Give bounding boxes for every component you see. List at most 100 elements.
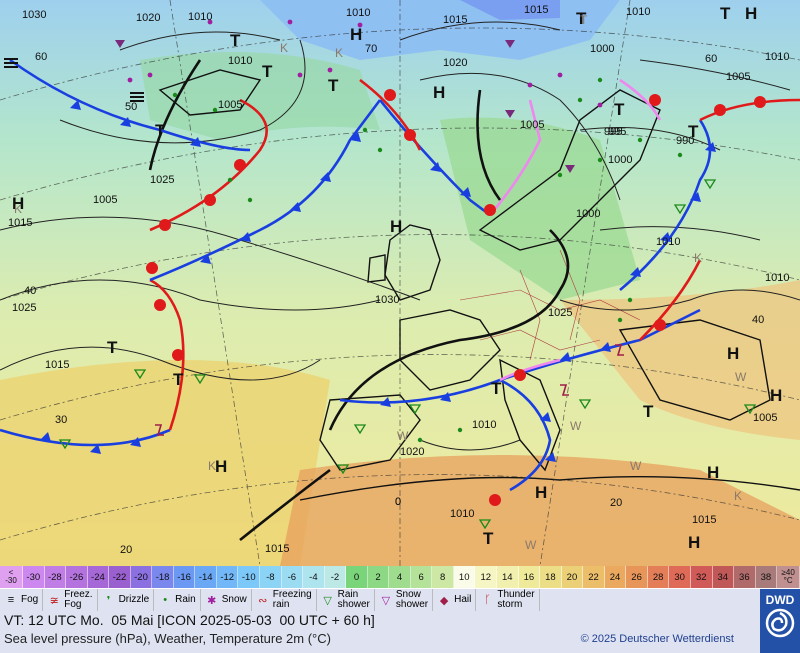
scale-cell: 4 (389, 566, 411, 588)
latitude-label: 50 (125, 101, 137, 113)
pressure-center-h: H (350, 25, 362, 44)
scale-cell: 32 (690, 566, 713, 588)
scale-cell: -22 (109, 566, 131, 588)
pressure-label: 1000 (590, 43, 614, 55)
rain-icon: • (163, 594, 168, 606)
pressure-center-t: T (688, 122, 699, 141)
scale-cell: 18 (540, 566, 562, 588)
legend-label: Drizzle (118, 594, 150, 605)
pressure-center-t: T (230, 31, 241, 50)
minor-marker: K (694, 251, 702, 265)
legend-label: Rain shower (337, 589, 370, 610)
temperature-color-scale: < -30 -30 -28 -26 -24 -22 -20 -18 -16 -14 -12 -10-… (0, 566, 800, 588)
legend-item: • Rain (154, 589, 201, 611)
latitude-label: 0 (395, 496, 401, 508)
latitude-label: 20 (120, 544, 132, 556)
legend-label: Fog (21, 594, 39, 605)
thunderstorm-icon: ᚴ (484, 594, 491, 606)
legend-item: ❜ Drizzle (98, 589, 155, 611)
pressure-label: 1030 (22, 9, 46, 21)
weather-legend: ≡ Fog ≆ Freez. Fog ❜ Drizzle • Rain ✱ Snow ∾ Freezi… (0, 589, 760, 611)
pressure-center-t: T (643, 402, 654, 421)
pressure-center-h: H (390, 217, 402, 236)
legend-label: Rain (175, 594, 196, 605)
bold-isobars (148, 59, 570, 542)
minor-marker: W (735, 370, 747, 384)
minor-marker: W (397, 429, 409, 443)
graticule (0, 0, 800, 566)
logo-text: DWD (765, 593, 795, 607)
pressure-label: 1020 (136, 12, 160, 24)
pressure-label: 1010 (346, 7, 370, 19)
scale-cell: -16 (173, 566, 196, 588)
legend-label: Freezing rain (272, 589, 312, 610)
scale-cell: 16 (518, 566, 541, 588)
latitude-label: 60 (705, 53, 717, 65)
pressure-label: 1025 (12, 302, 36, 314)
warm-region-southwest (0, 360, 330, 566)
scale-low-end: < -30 (0, 566, 23, 588)
pressure-center-t: T (720, 4, 731, 23)
hail-icon: ◆ (439, 594, 449, 607)
snow-symbols (127, 19, 603, 108)
scale-cell: -28 (44, 566, 67, 588)
legend-label: Thunder storm (497, 589, 535, 610)
pressure-label: 990 (676, 135, 694, 147)
pressure-label: 1010 (765, 51, 789, 63)
minor-markers: K K K K K W W K W W W T (14, 13, 747, 552)
scale-cell: 8 (432, 566, 454, 588)
scale-cell: 0 (346, 566, 368, 588)
rain-shower-icon: ▽ (323, 594, 332, 607)
pressure-label: 1015 (8, 217, 32, 229)
cold-front-triangles (40, 100, 716, 462)
minor-marker: K (280, 41, 288, 55)
scale-cell: 26 (626, 566, 648, 588)
latitude-label: 20 (610, 497, 622, 509)
fog-icon: ≡ (7, 594, 15, 606)
legend-item: ≡ Fog (0, 589, 44, 611)
minor-marker: K (734, 489, 742, 503)
info-panel: VT: 12 UTC Mo. 05 Mai [ICON 2025-05-03 0… (0, 611, 760, 653)
scale-cell: -8 (260, 566, 282, 588)
scale-cell: -6 (281, 566, 304, 588)
pressure-label: 1000 (576, 208, 600, 220)
scale-cell: 22 (583, 566, 605, 588)
pressure-center-t: T (483, 529, 494, 548)
pressure-label: 1030 (375, 294, 399, 306)
pressure-label: 1005 (753, 412, 777, 424)
latitude-label: 30 (55, 414, 67, 426)
latitude-label: 40 (752, 314, 764, 326)
drizzle-icon: ❜ (106, 594, 111, 607)
pressure-label: 1010 (656, 236, 680, 248)
pressure-center-h: H (215, 457, 227, 476)
scale-cell: -26 (66, 566, 88, 588)
scale-cell: -2 (324, 566, 347, 588)
copyright: © 2025 Deutscher Wetterdienst (580, 633, 734, 645)
pressure-center-h: H (433, 83, 445, 102)
pressure-center-h: H (535, 483, 547, 502)
rain-symbols (172, 77, 683, 443)
green-band-europe (440, 117, 640, 300)
pressure-center-h: H (707, 463, 719, 482)
pressure-center-t: T (262, 62, 273, 81)
pressure-label: 1020 (443, 57, 467, 69)
pressure-center-h: H (745, 4, 757, 23)
legend-item: ✱ Snow (201, 589, 252, 611)
pressure-label: 1005 (520, 119, 544, 131)
pressure-label: 1015 (45, 359, 69, 371)
pressure-label: 1015 (524, 4, 548, 16)
pressure-center-h: H (770, 386, 782, 405)
scale-cell: 20 (561, 566, 584, 588)
scale-cell: -20 (130, 566, 153, 588)
legend-label: Freez. Fog (64, 589, 93, 610)
legend-label: Snow shower (395, 589, 429, 610)
scale-cell: 24 (604, 566, 627, 588)
pressure-center-t: T (614, 100, 625, 119)
green-band-atlantic (140, 52, 380, 140)
latitude-label: 60 (35, 51, 47, 63)
minor-marker: K (14, 202, 22, 216)
pressure-label: 1010 (450, 508, 474, 520)
pressure-label: 1010 (472, 419, 496, 431)
pressure-label: 1010 (228, 55, 252, 67)
